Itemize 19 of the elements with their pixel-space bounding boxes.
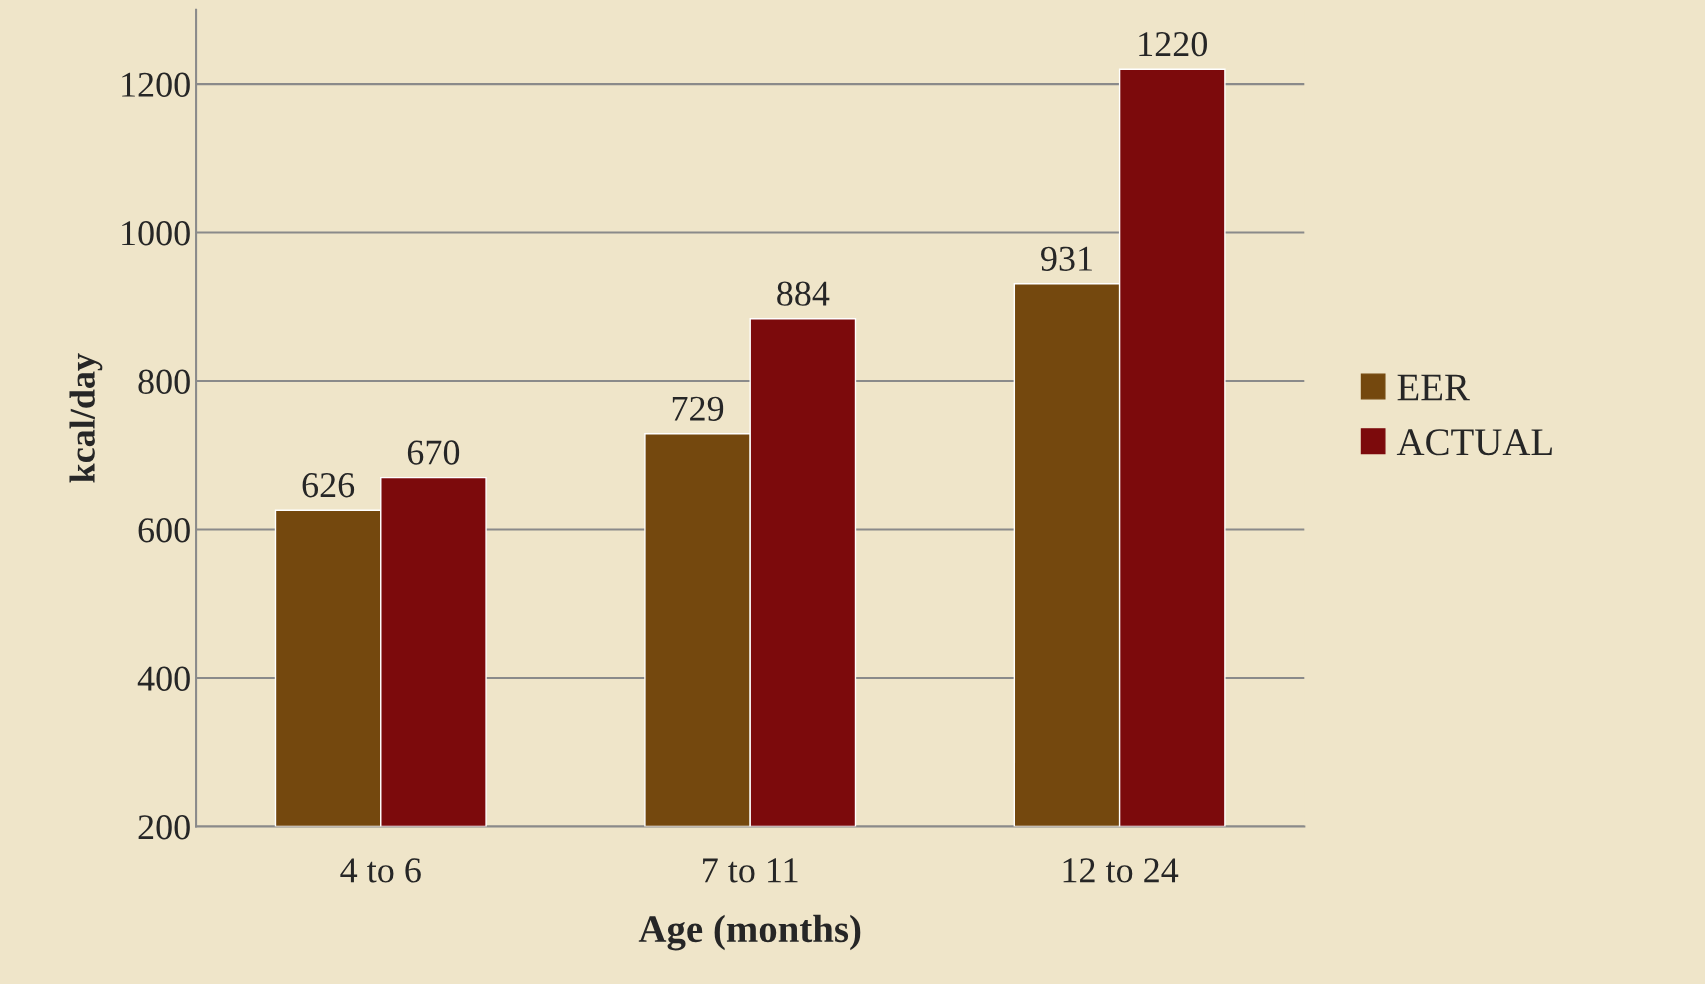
- y-tick-label: 200: [138, 815, 190, 840]
- y-tick-label: 800: [138, 369, 190, 394]
- data-label: 626: [302, 473, 355, 498]
- data-label: 670: [407, 440, 460, 465]
- data-label: 931: [1041, 246, 1092, 271]
- y-tick-label: 1200: [122, 72, 190, 97]
- y-tick-label: 1000: [122, 221, 190, 246]
- x-tick-label: 4 to 6: [340, 858, 421, 883]
- data-label: 729: [672, 396, 724, 421]
- x-axis-title: Age (months): [638, 914, 861, 951]
- legend-label: ACTUAL: [1396, 429, 1552, 456]
- y-axis-title: kcal/day: [69, 353, 103, 483]
- y-tick-label: 600: [138, 518, 190, 543]
- data-label: 884: [777, 281, 830, 306]
- data-label: 1220: [1139, 31, 1207, 57]
- legend-label: EER: [1397, 374, 1470, 401]
- x-tick-label: 7 to 11: [703, 858, 798, 883]
- x-tick-label: 12 to 24: [1063, 858, 1179, 883]
- y-tick-label: 400: [137, 666, 190, 691]
